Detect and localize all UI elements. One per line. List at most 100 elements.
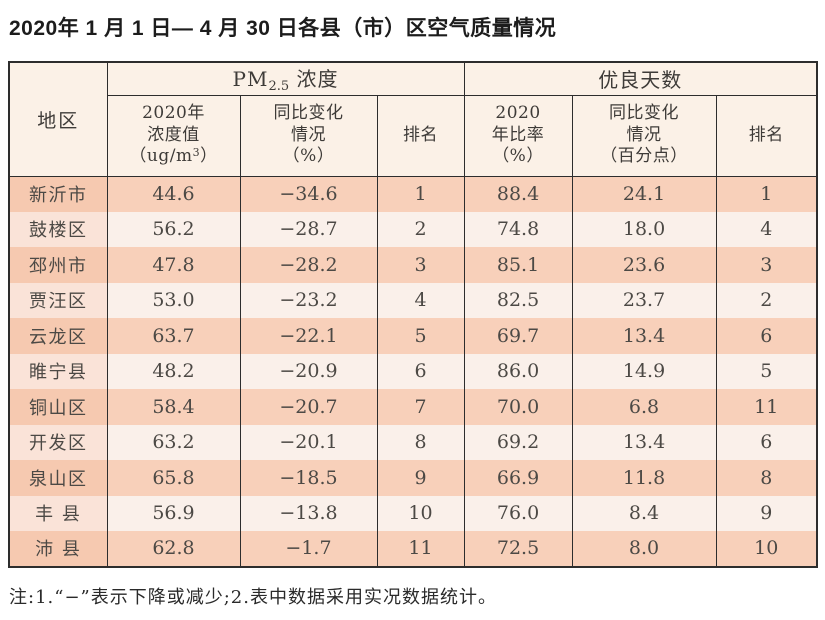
pm25-rank-cell: 6 [376,353,465,389]
pm25-value-cell: 58.4 [106,389,241,425]
pm25-rank-cell: 8 [376,424,465,460]
good-days-change-cell: 8.0 [571,531,717,567]
footnote: 注:1.“−”表示下降或减少;2.表中数据采用实况数据统计。 [9,586,497,608]
pm25-change-cell: −23.2 [239,282,378,318]
pm25-rank-cell: 4 [376,282,465,318]
good-days-rank-cell: 9 [715,495,818,531]
region-cell: 沛 县 [8,531,108,567]
pm25-change-cell: −28.2 [239,247,378,283]
pm25-value-cell: 56.9 [106,495,241,531]
pm25-change-cell: −18.5 [239,460,378,496]
good-days-change-cell: 13.4 [571,318,717,354]
column-header-good-days-change: 同比变化 情况 （百分点） [571,94,717,177]
column-group-pm25: PM2.5 浓度 [106,61,465,96]
pm25-change-cell: −13.8 [239,495,378,531]
region-cell: 铜山区 [8,389,108,425]
good-days-rank-cell: 8 [715,460,818,496]
good-days-ratio-cell: 66.9 [463,460,573,496]
region-cell: 鼓楼区 [8,211,108,247]
good-days-ratio-cell: 69.7 [463,318,573,354]
pm25-change-cell: −1.7 [239,531,378,567]
region-cell: 开发区 [8,424,108,460]
good-days-ratio-cell: 85.1 [463,247,573,283]
pm25-rank-cell: 11 [376,531,465,567]
column-header-good-days-rank: 排名 [715,94,818,177]
good-days-rank-cell: 11 [715,389,818,425]
table-row: 铜山区 58.4 −20.7 7 70.0 6.8 11 [8,389,818,425]
good-days-ratio-cell: 76.0 [463,495,573,531]
good-days-change-cell: 13.4 [571,424,717,460]
pm25-rank-cell: 1 [376,176,465,212]
good-days-rank-cell: 5 [715,353,818,389]
table-row: 新沂市 44.6 −34.6 1 88.4 24.1 1 [8,176,818,212]
table-row: 贾汪区 53.0 −23.2 4 82.5 23.7 2 [8,282,818,318]
pm25-change-cell: −34.6 [239,176,378,212]
good-days-change-cell: 23.7 [571,282,717,318]
good-days-change-cell: 8.4 [571,495,717,531]
pm25-rank-cell: 5 [376,318,465,354]
pm25-label-subscript: 2.5 [268,79,290,95]
page-title: 2020年 1 月 1 日— 4 月 30 日各县（市）区空气质量情况 [9,17,557,40]
table-header: 地区 PM2.5 浓度 优良天数 2020年 浓度值 （ug/m3） 同比变化 … [8,61,818,177]
region-cell: 丰 县 [8,495,108,531]
region-cell: 邳州市 [8,247,108,283]
column-header-pm25-rank: 排名 [376,94,465,177]
pm25-value-cell: 47.8 [106,247,241,283]
pm25-change-cell: −20.9 [239,353,378,389]
good-days-rank-cell: 1 [715,176,818,212]
column-header-good-days-ratio: 2020 年比率 （%） [463,94,573,177]
good-days-change-cell: 14.9 [571,353,717,389]
good-days-change-cell: 18.0 [571,211,717,247]
column-header-pm25-value: 2020年 浓度值 （ug/m3） [106,94,241,177]
region-cell: 睢宁县 [8,353,108,389]
pm25-change-cell: −28.7 [239,211,378,247]
pm25-value-cell: 65.8 [106,460,241,496]
air-quality-table: 地区 PM2.5 浓度 优良天数 2020年 浓度值 （ug/m3） 同比变化 … [8,61,819,568]
pm25-label-prefix: PM [232,67,269,92]
column-header-region: 地区 [8,61,108,177]
pm25-value-cell: 53.0 [106,282,241,318]
good-days-change-cell: 6.8 [571,389,717,425]
table-row: 睢宁县 48.2 −20.9 6 86.0 14.9 5 [8,353,818,389]
table-row: 丰 县 56.9 −13.8 10 76.0 8.4 9 [8,495,818,531]
good-days-ratio-cell: 74.8 [463,211,573,247]
good-days-rank-cell: 6 [715,318,818,354]
pm25-value-cell: 63.7 [106,318,241,354]
good-days-ratio-cell: 82.5 [463,282,573,318]
good-days-ratio-cell: 72.5 [463,531,573,567]
good-days-ratio-cell: 86.0 [463,353,573,389]
pm25-value-cell: 63.2 [106,424,241,460]
good-days-rank-cell: 6 [715,424,818,460]
good-days-change-cell: 11.8 [571,460,717,496]
pm25-change-cell: −20.7 [239,389,378,425]
header-group-row: 地区 PM2.5 浓度 优良天数 [8,61,818,177]
pm25-value-cell: 48.2 [106,353,241,389]
pm25-change-cell: −22.1 [239,318,378,354]
pm25-rank-cell: 10 [376,495,465,531]
good-days-change-cell: 24.1 [571,176,717,212]
pm25-value-cell: 44.6 [106,176,241,212]
good-days-rank-cell: 10 [715,531,818,567]
good-days-rank-cell: 4 [715,211,818,247]
pm25-value-cell: 62.8 [106,531,241,567]
header-sub-row: 2020年 浓度值 （ug/m3） 同比变化 情况 （%） 排名 2020 年比… [9,94,818,177]
cubic-superscript: 3 [192,146,201,160]
region-cell: 云龙区 [8,318,108,354]
pm25-change-cell: −20.1 [239,424,378,460]
pm25-rank-cell: 7 [376,389,465,425]
table-row: 泉山区 65.8 −18.5 9 66.9 11.8 8 [8,460,818,496]
pm25-rank-cell: 9 [376,460,465,496]
pm25-rank-cell: 2 [376,211,465,247]
good-days-rank-cell: 2 [715,282,818,318]
pm25-label-suffix: 浓度 [289,67,339,92]
region-cell: 新沂市 [8,176,108,212]
good-days-ratio-cell: 88.4 [463,176,573,212]
region-cell: 贾汪区 [8,282,108,318]
pm25-value-cell: 56.2 [106,211,241,247]
table-row: 鼓楼区 56.2 −28.7 2 74.8 18.0 4 [8,211,818,247]
region-cell: 泉山区 [8,460,108,496]
table-row: 云龙区 63.7 −22.1 5 69.7 13.4 6 [8,318,818,354]
good-days-rank-cell: 3 [715,247,818,283]
good-days-change-cell: 23.6 [571,247,717,283]
